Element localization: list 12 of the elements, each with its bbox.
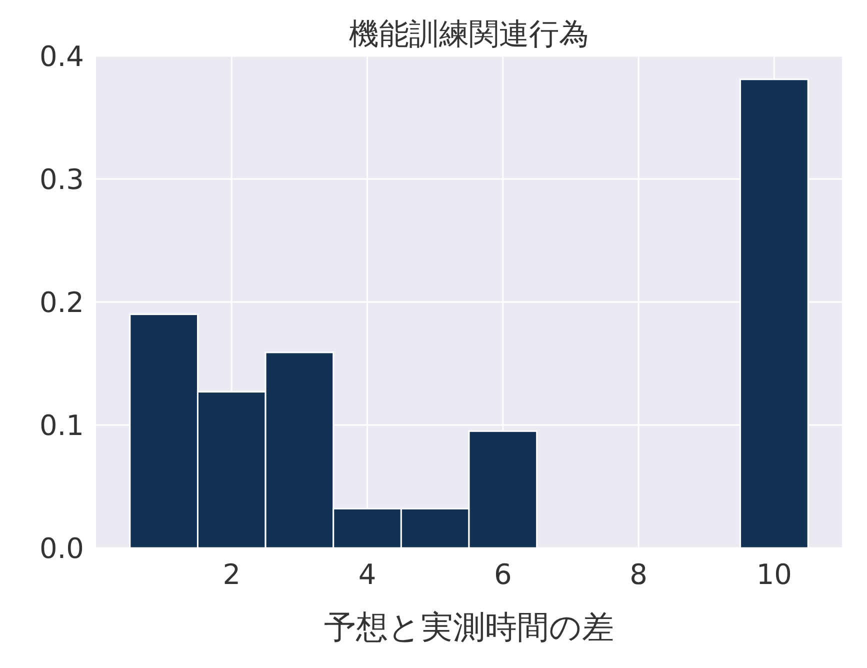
y-tick-label: 0.4: [39, 40, 84, 73]
y-tick-label: 0.3: [39, 162, 84, 196]
x-tick-label: 8: [630, 558, 648, 591]
x-tick-label: 4: [358, 558, 376, 591]
y-tick-label: 0.0: [39, 532, 84, 565]
y-tick-label: 0.2: [39, 286, 84, 319]
y-tick-label: 0.1: [39, 408, 84, 442]
x-axis-title: 予想と実測時間の差: [324, 608, 614, 646]
chart-title: 機能訓練関連行為: [349, 17, 589, 52]
x-tick-label: 2: [222, 558, 241, 591]
x-tick-label: 10: [756, 558, 792, 591]
x-tick-label: 6: [494, 558, 512, 591]
